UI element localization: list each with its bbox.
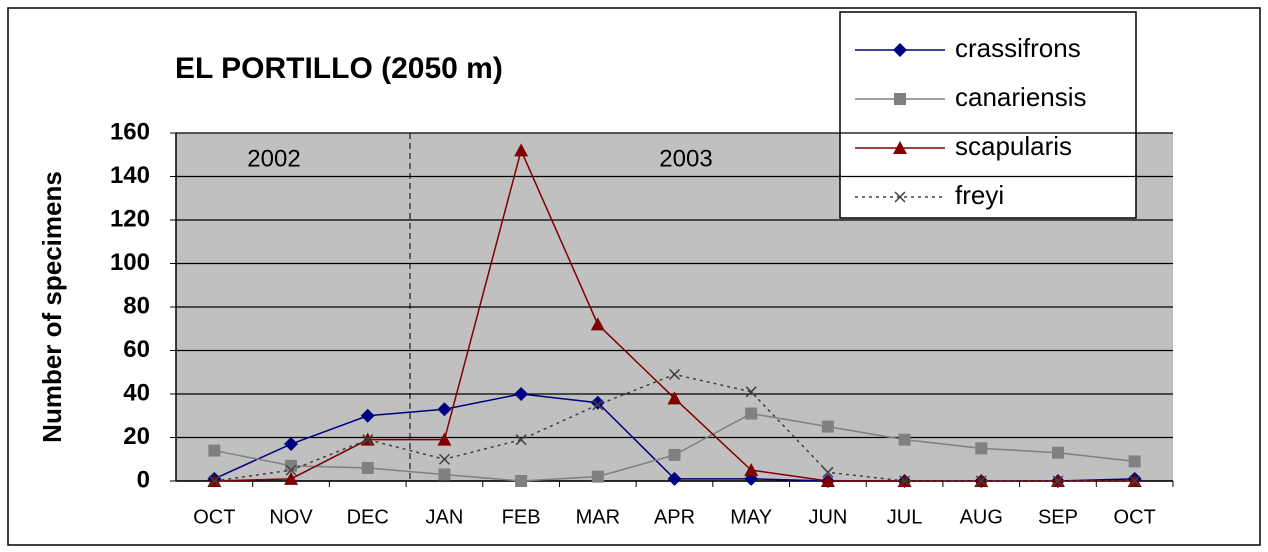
- marker: [362, 434, 374, 446]
- marker: [1129, 475, 1141, 487]
- marker: [898, 433, 911, 446]
- x-tick-label: OCT: [1114, 506, 1156, 528]
- marker: [515, 434, 527, 446]
- y-tick-label: 60: [123, 336, 150, 363]
- marker: [1051, 446, 1064, 459]
- marker: [360, 408, 375, 423]
- marker: [208, 444, 221, 457]
- marker: [899, 475, 911, 487]
- y-tick-label: 100: [110, 249, 150, 276]
- x-tick-label: AUG: [960, 506, 1003, 528]
- x-tick-label: JUL: [887, 506, 923, 528]
- marker: [437, 432, 452, 446]
- x-tick-label: MAR: [576, 506, 620, 528]
- marker: [745, 407, 758, 420]
- marker: [668, 448, 681, 461]
- marker: [515, 475, 528, 487]
- legend-label: scapularis: [955, 131, 1072, 161]
- y-tick-label: 40: [123, 379, 150, 406]
- marker: [1052, 475, 1064, 487]
- y-tick-label: 80: [123, 292, 150, 319]
- marker: [744, 463, 759, 477]
- marker: [592, 399, 604, 411]
- x-tick-label: DEC: [347, 506, 389, 528]
- marker: [438, 468, 451, 481]
- marker: [438, 453, 450, 465]
- marker: [591, 470, 604, 483]
- y-tick-label: 20: [123, 423, 150, 450]
- x-tick-label: NOV: [269, 506, 313, 528]
- marker: [361, 461, 374, 474]
- legend-label: canariensis: [955, 82, 1087, 112]
- y-tick-label: 120: [110, 205, 150, 232]
- marker: [1128, 455, 1141, 468]
- x-tick-label: JAN: [426, 506, 464, 528]
- marker: [668, 368, 681, 380]
- year-label: 2002: [247, 145, 300, 172]
- y-tick-label: 160: [110, 118, 150, 145]
- marker: [285, 459, 298, 472]
- x-tick-label: SEP: [1038, 506, 1078, 528]
- marker: [667, 391, 682, 405]
- marker: [284, 437, 299, 452]
- marker: [745, 386, 757, 398]
- marker: [590, 317, 605, 331]
- marker: [285, 464, 297, 476]
- x-tick-label: APR: [654, 506, 695, 528]
- x-tick-label: FEB: [502, 506, 541, 528]
- chart-title: EL PORTILLO (2050 m): [175, 52, 503, 85]
- marker: [514, 143, 529, 157]
- x-tick-label: JUN: [808, 506, 847, 528]
- marker: [284, 471, 299, 485]
- x-tick-label: OCT: [193, 506, 235, 528]
- marker: [437, 402, 452, 417]
- marker: [514, 387, 529, 401]
- y-axis-label: Number of specimens: [37, 171, 67, 443]
- legend-box: [839, 11, 1137, 219]
- marker: [820, 474, 835, 487]
- marker: [208, 475, 220, 487]
- marker: [893, 141, 907, 154]
- marker: [667, 471, 682, 486]
- year-label: 2003: [659, 145, 712, 172]
- y-tick-label: 140: [110, 162, 150, 189]
- marker: [975, 475, 987, 487]
- marker: [590, 395, 605, 410]
- legend-label: crassifrons: [955, 33, 1081, 63]
- marker: [893, 43, 907, 57]
- x-tick-label: MAY: [730, 506, 772, 528]
- marker: [894, 93, 906, 105]
- legend: crassifrons canariensis scapularis freyi: [839, 11, 1137, 219]
- y-tick-label: 0: [137, 466, 150, 493]
- marker: [822, 466, 834, 478]
- marker: [975, 442, 988, 455]
- marker: [894, 191, 906, 203]
- legend-label: freyi: [955, 180, 1004, 210]
- marker: [821, 420, 834, 433]
